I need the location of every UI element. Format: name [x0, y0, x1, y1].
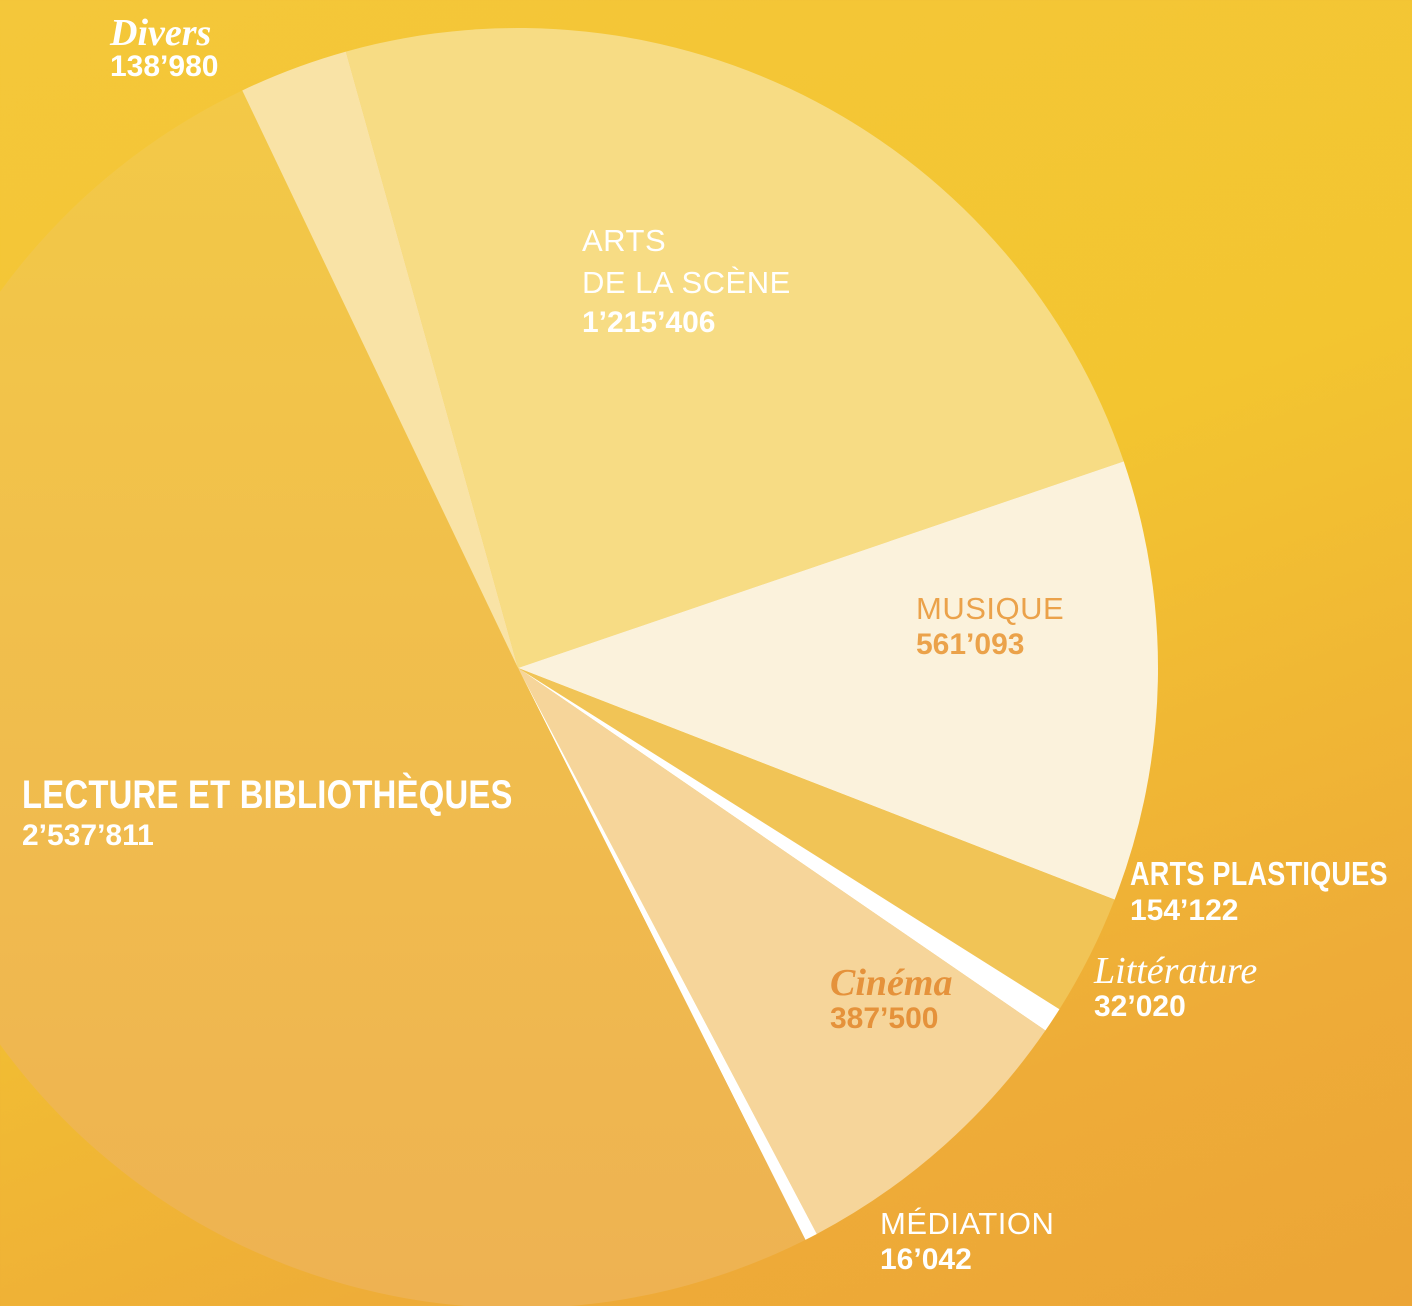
label-musique-value: 561’093 [916, 628, 1025, 661]
label-litterature: Littérature 32’020 [1094, 952, 1257, 1022]
label-arts-scene-name: ARTS DE LA SCÈNE [582, 220, 791, 304]
label-lecture-name: LECTURE ET BIBLIOTHÈQUES [22, 773, 513, 817]
slice-musique [518, 461, 1158, 900]
label-divers-value: 138’980 [110, 50, 219, 83]
slice-lecture [0, 90, 806, 1306]
slice-cinema [518, 668, 1046, 1234]
label-arts-plastiques: ARTS PLASTIQUES 154’122 [1130, 857, 1412, 926]
label-arts-scene: ARTS DE LA SCÈNE 1’215’406 [582, 220, 791, 338]
label-musique-name: MUSIQUE [916, 591, 1065, 626]
label-arts-plastiques-value: 154’122 [1130, 894, 1239, 927]
label-mediation-value: 16’042 [880, 1243, 972, 1276]
label-litterature-value: 32’020 [1094, 990, 1186, 1023]
label-lecture-value: 2’537’811 [22, 819, 154, 852]
label-cinema-value: 387’500 [830, 1002, 939, 1035]
label-mediation: MÉDIATION 16’042 [880, 1208, 1054, 1275]
slice-litterature [518, 668, 1060, 1031]
label-arts-scene-name-line1: ARTS [582, 223, 667, 258]
slice-arts-scene [345, 28, 1124, 668]
label-arts-plastiques-name: ARTS PLASTIQUES [1130, 855, 1388, 892]
label-arts-scene-value: 1’215’406 [582, 305, 716, 339]
slice-divers [242, 51, 518, 668]
label-cinema-name: Cinéma [830, 962, 953, 1004]
label-arts-scene-name-line2: DE LA SCÈNE [582, 264, 791, 300]
slice-arts-plastiques [518, 668, 1115, 1010]
label-mediation-name: MÉDIATION [880, 1206, 1055, 1241]
label-lecture: LECTURE ET BIBLIOTHÈQUES 2’537’811 [22, 775, 620, 851]
label-cinema: Cinéma 387’500 [830, 964, 952, 1034]
slice-mediation [518, 668, 817, 1240]
label-musique: MUSIQUE 561’093 [916, 593, 1064, 660]
label-litterature-name: Littérature [1094, 950, 1258, 992]
label-divers: Divers 138’980 [110, 14, 218, 82]
label-divers-name: Divers [110, 12, 212, 54]
